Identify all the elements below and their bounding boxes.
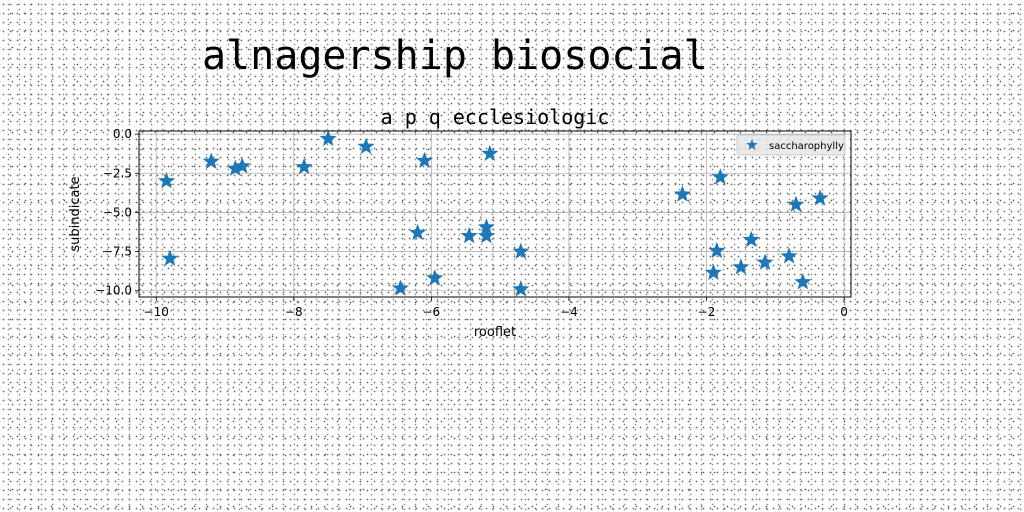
data-point (742, 230, 760, 248)
data-point (226, 159, 244, 176)
data-point (409, 223, 427, 241)
data-point (460, 226, 478, 244)
x-tick-label: −4 (560, 305, 578, 319)
figure-suptitle: alnagership biosocial (202, 33, 708, 79)
x-axis-label: rooflet (474, 325, 516, 340)
data-point (780, 247, 798, 264)
data-point (756, 253, 774, 270)
axis-ticks: −10 −8 −6 −4 −2 0 0.0 −2.5 −5.0 −7.5 −10.0 (95, 127, 848, 319)
data-point (357, 137, 375, 154)
data-point (512, 280, 530, 297)
legend-marker-star (746, 139, 758, 150)
data-point (202, 152, 220, 169)
legend-box (736, 134, 846, 156)
legend: saccharophylly (736, 134, 846, 156)
y-axis-label: subindicate (68, 176, 83, 251)
y-tick-label: −2.5 (103, 166, 132, 180)
data-point (426, 269, 444, 286)
y-tick-label: −7.5 (103, 245, 132, 259)
data-point (319, 129, 337, 147)
data-point (794, 273, 812, 290)
y-tick-label: −10.0 (95, 284, 132, 298)
chart-title: a p q ecclesiologic (381, 105, 610, 129)
data-point (161, 249, 179, 266)
data-point (811, 189, 829, 206)
data-point (512, 242, 530, 259)
data-points (157, 129, 829, 297)
x-tick-label: −2 (698, 305, 716, 319)
data-point (477, 226, 495, 244)
data-point (708, 241, 726, 259)
legend-label: saccharophylly (769, 141, 844, 152)
x-tick-label: −8 (285, 305, 303, 319)
data-point (732, 258, 750, 275)
x-tick-label: 0 (840, 305, 848, 319)
y-tick-label: −5.0 (103, 205, 132, 219)
data-point (157, 172, 176, 189)
y-tick-label: 0.0 (113, 127, 132, 141)
data-point (673, 185, 692, 202)
data-point (787, 195, 805, 212)
legend-marker (746, 139, 758, 150)
data-point (477, 218, 495, 235)
axes-frame (138, 130, 852, 298)
data-point (481, 144, 499, 161)
data-point (415, 151, 434, 169)
data-point (233, 157, 251, 174)
data-point (391, 279, 409, 296)
data-point (711, 168, 729, 185)
x-tick-label: −10 (144, 305, 169, 319)
x-tick-label: −6 (423, 305, 441, 319)
data-point (704, 263, 722, 281)
data-point (295, 158, 313, 175)
